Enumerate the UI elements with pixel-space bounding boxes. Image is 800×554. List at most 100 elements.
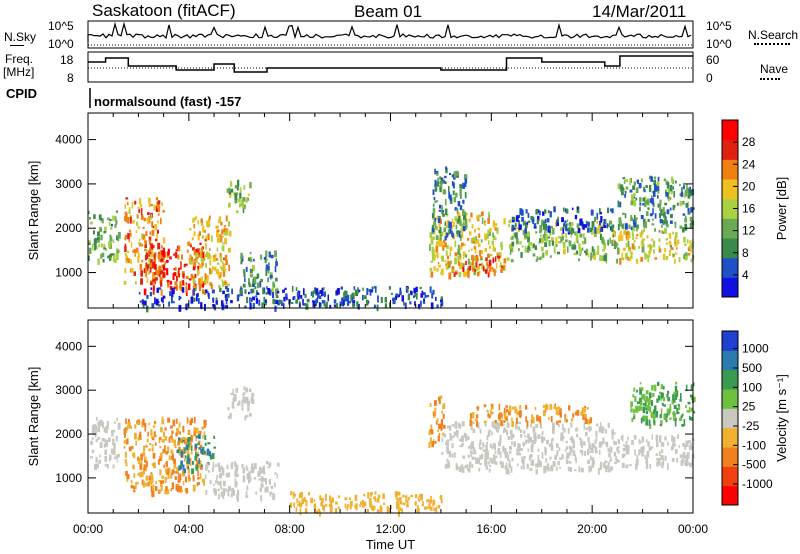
range-cell-power-3: [226, 229, 229, 235]
range-cell-power-6: [296, 292, 300, 297]
range-cell-velocity-3: [227, 489, 230, 497]
range-cell-power-7: [463, 271, 466, 278]
range-cell-power-13: [641, 178, 643, 183]
range-cell-power-7: [429, 232, 433, 239]
range-cell-power-7: [459, 253, 461, 258]
range-cell-velocity-1: [189, 458, 192, 462]
range-cell-velocity-7: [485, 465, 489, 470]
range-cell-power-0: [98, 214, 102, 220]
range-cell-power-2: [149, 252, 152, 255]
range-cell-power-5: [256, 282, 260, 289]
range-cell-velocity-7: [507, 436, 511, 440]
range-cell-velocity-3: [252, 467, 255, 471]
range-cell-power-2: [199, 242, 202, 245]
range-cell-power-6: [222, 290, 225, 295]
range-cell-power-8: [437, 218, 441, 223]
range-cell-velocity-7: [609, 450, 613, 453]
range-cell-velocity-5: [396, 498, 400, 501]
range-cell-power-3: [190, 256, 194, 261]
station-title: Saskatoon (fitACF): [92, 1, 236, 20]
range-cell-power-6: [371, 286, 374, 293]
range-cell-power-10: [560, 227, 564, 230]
range-cell-velocity-5: [313, 503, 317, 509]
freq-unit-label: [MHz]: [3, 65, 35, 79]
colorbar-velocity-cell: [722, 350, 738, 371]
range-cell-power-6: [225, 286, 228, 290]
range-cell-velocity-7: [556, 466, 558, 471]
range-cell-velocity-7: [569, 448, 572, 456]
range-cell-power-8: [462, 182, 466, 189]
range-cell-power-1: [157, 213, 160, 216]
range-cell-velocity-7: [574, 454, 577, 461]
range-cell-velocity-7: [580, 439, 583, 446]
range-cell-power-10: [510, 259, 514, 263]
range-cell-velocity-8: [509, 405, 512, 413]
range-cell-power-9: [474, 269, 477, 272]
range-cell-power-5: [244, 289, 247, 294]
range-cell-velocity-0: [111, 430, 114, 437]
range-cell-power-0: [115, 210, 118, 213]
range-cell-power-10: [557, 251, 560, 255]
range-cell-power-2: [158, 273, 161, 277]
range-cell-power-1: [128, 210, 131, 215]
colorbar-velocity-frame: [721, 330, 739, 506]
range-cell-velocity-5: [329, 499, 333, 506]
range-cell-power-11: [565, 225, 568, 231]
range-cell-velocity-1: [164, 477, 167, 483]
range-cell-velocity-5: [406, 504, 409, 508]
range-cell-velocity-5: [297, 504, 301, 507]
range-cell-velocity-2: [183, 468, 187, 474]
range-cell-power-6: [420, 293, 423, 298]
range-cell-velocity-1: [164, 445, 166, 452]
range-cell-velocity-3: [265, 477, 267, 485]
range-cell-power-5: [251, 283, 255, 287]
range-cell-power-5: [275, 288, 278, 296]
range-cell-velocity-3: [264, 487, 267, 493]
range-cell-power-8: [452, 182, 455, 189]
range-cell-power-11: [518, 224, 522, 231]
range-cell-velocity-3: [270, 485, 274, 489]
range-cell-velocity-7: [600, 441, 603, 447]
range-cell-power-7: [486, 232, 489, 239]
range-cell-velocity-7: [465, 434, 468, 442]
range-cell-power-7: [436, 252, 439, 259]
range-cell-velocity-7: [556, 443, 559, 448]
range-cell-power-1: [140, 278, 143, 285]
range-cell-power-7: [480, 239, 483, 243]
range-cell-power-6: [353, 286, 356, 291]
range-cell-power-13: [656, 181, 660, 187]
range-cell-power-12: [645, 254, 648, 258]
range-cell-power-6: [169, 291, 172, 297]
range-cell-power-13: [690, 225, 694, 229]
range-cell-power-6: [143, 300, 147, 306]
range-cell-power-8: [443, 227, 446, 233]
range-cell-velocity-1: [170, 450, 174, 455]
range-cell-velocity-5: [298, 493, 302, 499]
range-cell-power-13: [630, 215, 633, 221]
range-cell-velocity-9: [621, 453, 625, 459]
range-cell-power-7: [436, 268, 439, 272]
range-cell-velocity-7: [507, 454, 510, 460]
range-cell-power-13: [667, 188, 671, 195]
range-cell-velocity-3: [246, 467, 249, 472]
range-cell-power-10: [572, 244, 575, 249]
range-cell-velocity-7: [578, 466, 581, 473]
range-cell-velocity-1: [125, 470, 128, 476]
range-cell-power-13: [663, 221, 666, 225]
range-cell-velocity-0: [99, 420, 102, 424]
range-cell-power-6: [266, 286, 268, 290]
range-cell-power-0: [99, 227, 102, 232]
range-cell-power-10: [599, 233, 602, 241]
range-cell-power-7: [479, 258, 483, 261]
range-cell-power-2: [144, 244, 147, 249]
range-cell-velocity-7: [499, 460, 502, 465]
range-cell-velocity-1: [148, 422, 150, 426]
colorbar-power-label: 4: [742, 268, 749, 282]
range-cell-power-10: [548, 236, 550, 239]
range-cell-velocity-5: [344, 503, 347, 508]
range-cell-power-1: [123, 280, 127, 285]
range-cell-power-3: [200, 221, 204, 226]
range-cell-power-6: [323, 300, 326, 303]
range-cell-velocity-7: [535, 463, 538, 466]
freq-label: Freq.: [5, 52, 34, 66]
